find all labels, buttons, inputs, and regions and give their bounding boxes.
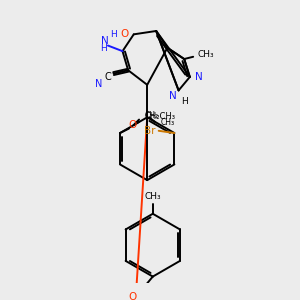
Text: H: H [100,44,107,53]
Text: N: N [169,91,177,101]
Text: Br: Br [144,126,155,136]
Text: O: O [128,292,137,300]
Text: H: H [110,30,117,39]
Text: CH₂: CH₂ [145,111,159,120]
Text: O: O [121,29,129,39]
Text: C: C [105,72,111,82]
Text: CH₃: CH₃ [198,50,214,59]
Text: CH₃: CH₃ [145,193,161,202]
Text: H: H [181,97,188,106]
Text: N: N [195,72,203,82]
Text: CH₃: CH₃ [160,118,175,127]
Text: N: N [101,36,109,46]
Text: N: N [95,79,103,89]
Text: O: O [128,120,136,130]
Text: CH₂CH₃: CH₂CH₃ [145,112,176,121]
